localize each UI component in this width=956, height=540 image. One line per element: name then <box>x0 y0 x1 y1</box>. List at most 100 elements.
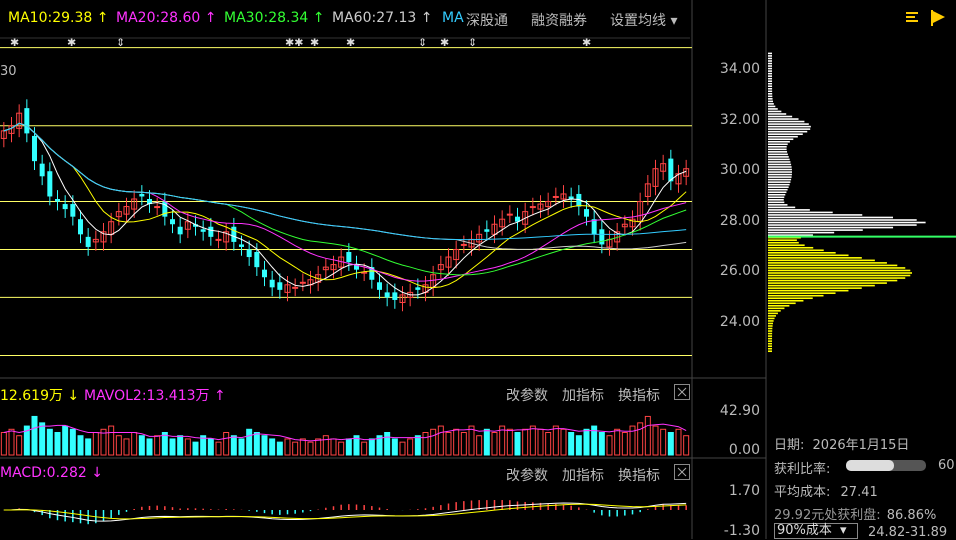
chip-bar <box>768 342 773 345</box>
volume-bar <box>407 438 414 456</box>
chip-bar <box>768 151 788 153</box>
volume-bar <box>100 428 107 456</box>
chip-bar <box>768 130 808 133</box>
chip-bar <box>768 90 773 93</box>
chip-bar <box>768 327 773 330</box>
volume-bar <box>92 432 99 456</box>
event-marker[interactable]: ✱ <box>10 36 20 49</box>
chip-bar <box>768 166 792 168</box>
macd-add-indicator-button[interactable]: 加指标 <box>562 468 604 484</box>
chip-bar <box>768 52 773 55</box>
event-marker[interactable]: ✱ <box>310 36 320 49</box>
chip-bar <box>768 62 773 65</box>
chip-bar <box>768 264 898 267</box>
chip-profit-ratio-bar <box>846 460 926 471</box>
volume-bar <box>292 441 299 456</box>
vol-change-params-button[interactable]: 改参数 <box>506 388 548 404</box>
chip-bar <box>768 279 898 282</box>
menu-item-0[interactable]: 深股通 <box>466 13 508 29</box>
volume-bar <box>184 438 191 456</box>
chip-bar <box>768 272 913 274</box>
candle-body <box>32 135 37 162</box>
volume-bar <box>8 428 15 456</box>
chip-bar <box>768 138 794 141</box>
vol-add-indicator-button[interactable]: 加指标 <box>562 388 604 404</box>
vol-close-icon[interactable] <box>674 384 690 400</box>
volume-bar <box>529 425 536 456</box>
volume-bar <box>177 435 184 456</box>
chip-bar <box>768 226 894 229</box>
flag-icon[interactable] <box>930 10 946 26</box>
volume-bar <box>506 428 513 456</box>
volume-bar <box>0 432 7 456</box>
candle-body <box>16 112 23 129</box>
event-marker[interactable]: ⇕ <box>468 36 478 49</box>
volume-bar <box>621 432 628 456</box>
candle-body <box>139 193 145 197</box>
chip-avg-cost-row: 平均成本: 27.41 <box>774 481 878 500</box>
chip-avg-cost-label: 平均成本: <box>774 485 831 500</box>
event-marker[interactable]: ✱✱ <box>285 36 304 49</box>
volume-bar <box>85 438 92 456</box>
candle-body <box>599 229 605 245</box>
price-tick-label: 28.00 <box>719 212 760 229</box>
price-tick-label: 26.00 <box>719 263 760 280</box>
candle-body <box>584 209 589 217</box>
menu-item-2[interactable]: 设置均线 ▾ <box>610 13 678 29</box>
list-icon[interactable] <box>906 11 920 25</box>
volume-bar <box>683 435 690 456</box>
chip-avg-cost-value: 27.41 <box>840 485 878 500</box>
chip-bar <box>768 224 917 226</box>
vol-switch-indicator-button[interactable]: 换指标 <box>618 388 660 404</box>
event-marker[interactable]: ✱ <box>440 36 450 49</box>
volume-bar <box>23 425 30 456</box>
candle-body <box>460 243 467 246</box>
volume-bar <box>315 438 322 456</box>
volume-bar <box>545 432 552 456</box>
chip-bar <box>768 294 824 297</box>
event-marker[interactable]: ✱ <box>346 36 356 49</box>
volume-bar <box>522 428 529 456</box>
chip-bar <box>768 267 906 269</box>
chip-bar <box>768 199 784 201</box>
macd-close-icon[interactable] <box>674 464 690 480</box>
candle-body <box>70 204 76 217</box>
event-marker[interactable]: ✱ <box>582 36 592 49</box>
cost-range-select[interactable]: 90%成本 ▾ <box>774 523 858 539</box>
macd-switch-indicator-button[interactable]: 换指标 <box>618 468 660 484</box>
chip-bar <box>768 244 805 247</box>
price-tick-label: 34.00 <box>719 61 760 78</box>
chip-bar <box>768 315 776 317</box>
price-tick-label: 32.00 <box>719 111 760 128</box>
volume-bar <box>16 435 23 456</box>
candle-body <box>568 196 574 199</box>
vol-axis-top: 42.90 <box>719 403 760 419</box>
volume-bar <box>675 428 682 456</box>
chip-profit-line-label: 29.92元处获利盘: <box>774 508 881 523</box>
chip-bar <box>768 72 773 75</box>
event-marker[interactable]: ⇕ <box>116 36 126 49</box>
volume-bar <box>322 435 329 456</box>
event-marker[interactable]: ✱ <box>67 36 77 49</box>
chip-bar <box>768 115 793 118</box>
event-marker[interactable]: ⇕ <box>418 36 428 49</box>
chip-bar <box>768 204 788 206</box>
chip-date-row: 日期: 2026年1月15日 <box>774 434 909 453</box>
volume-bar <box>637 422 644 456</box>
candle-body <box>269 279 275 288</box>
candle-body <box>506 213 513 216</box>
candle-body <box>476 233 483 243</box>
chip-bar <box>768 128 811 130</box>
candle-body <box>154 206 161 209</box>
candle-body <box>215 238 222 241</box>
chip-profit-ratio-row: 获利比率: <box>774 458 830 477</box>
candle-body <box>668 158 674 182</box>
macd-axis-top: 1.70 <box>728 483 760 499</box>
volume-bar <box>483 428 490 456</box>
macd-change-params-button[interactable]: 改参数 <box>506 468 548 484</box>
volume-bar <box>468 425 475 456</box>
menu-item-1[interactable]: 融资融券 <box>531 13 587 29</box>
candle-body <box>499 218 506 228</box>
candle-body <box>629 218 636 228</box>
chip-bar <box>768 85 773 88</box>
